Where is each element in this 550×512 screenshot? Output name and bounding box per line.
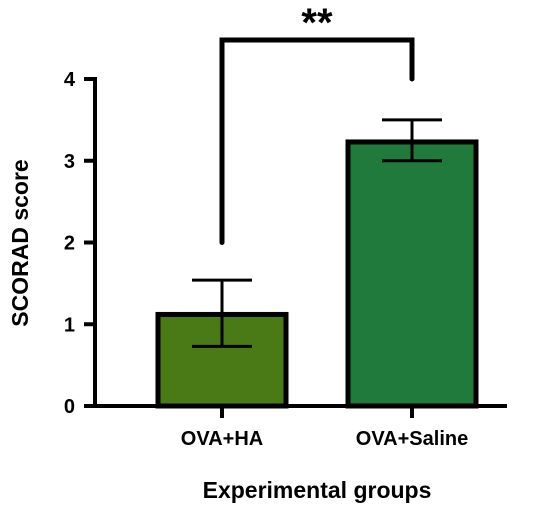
y-tick-label: 4: [64, 69, 76, 91]
significance-bracket: **: [219, 1, 415, 245]
x-ticks: OVA+HA OVA+Saline: [181, 406, 468, 450]
x-category-label: OVA+Saline: [356, 428, 468, 450]
bars: [155, 139, 479, 409]
bar-2: [345, 139, 479, 409]
y-tick-label: 3: [64, 151, 75, 173]
x-axis-title: Experimental groups: [203, 477, 432, 503]
significance-bracket-line: [219, 37, 415, 245]
error-bars: [192, 118, 442, 348]
x-category-label: OVA+HA: [181, 428, 263, 450]
y-tick-label: 1: [64, 314, 75, 336]
y-ticks: 0 1 2 3 4: [64, 69, 95, 418]
y-tick-label: 2: [64, 233, 75, 255]
y-tick-label: 0: [64, 396, 75, 418]
y-axis-title: SCORAD score: [7, 159, 33, 326]
significance-label: **: [301, 1, 333, 45]
